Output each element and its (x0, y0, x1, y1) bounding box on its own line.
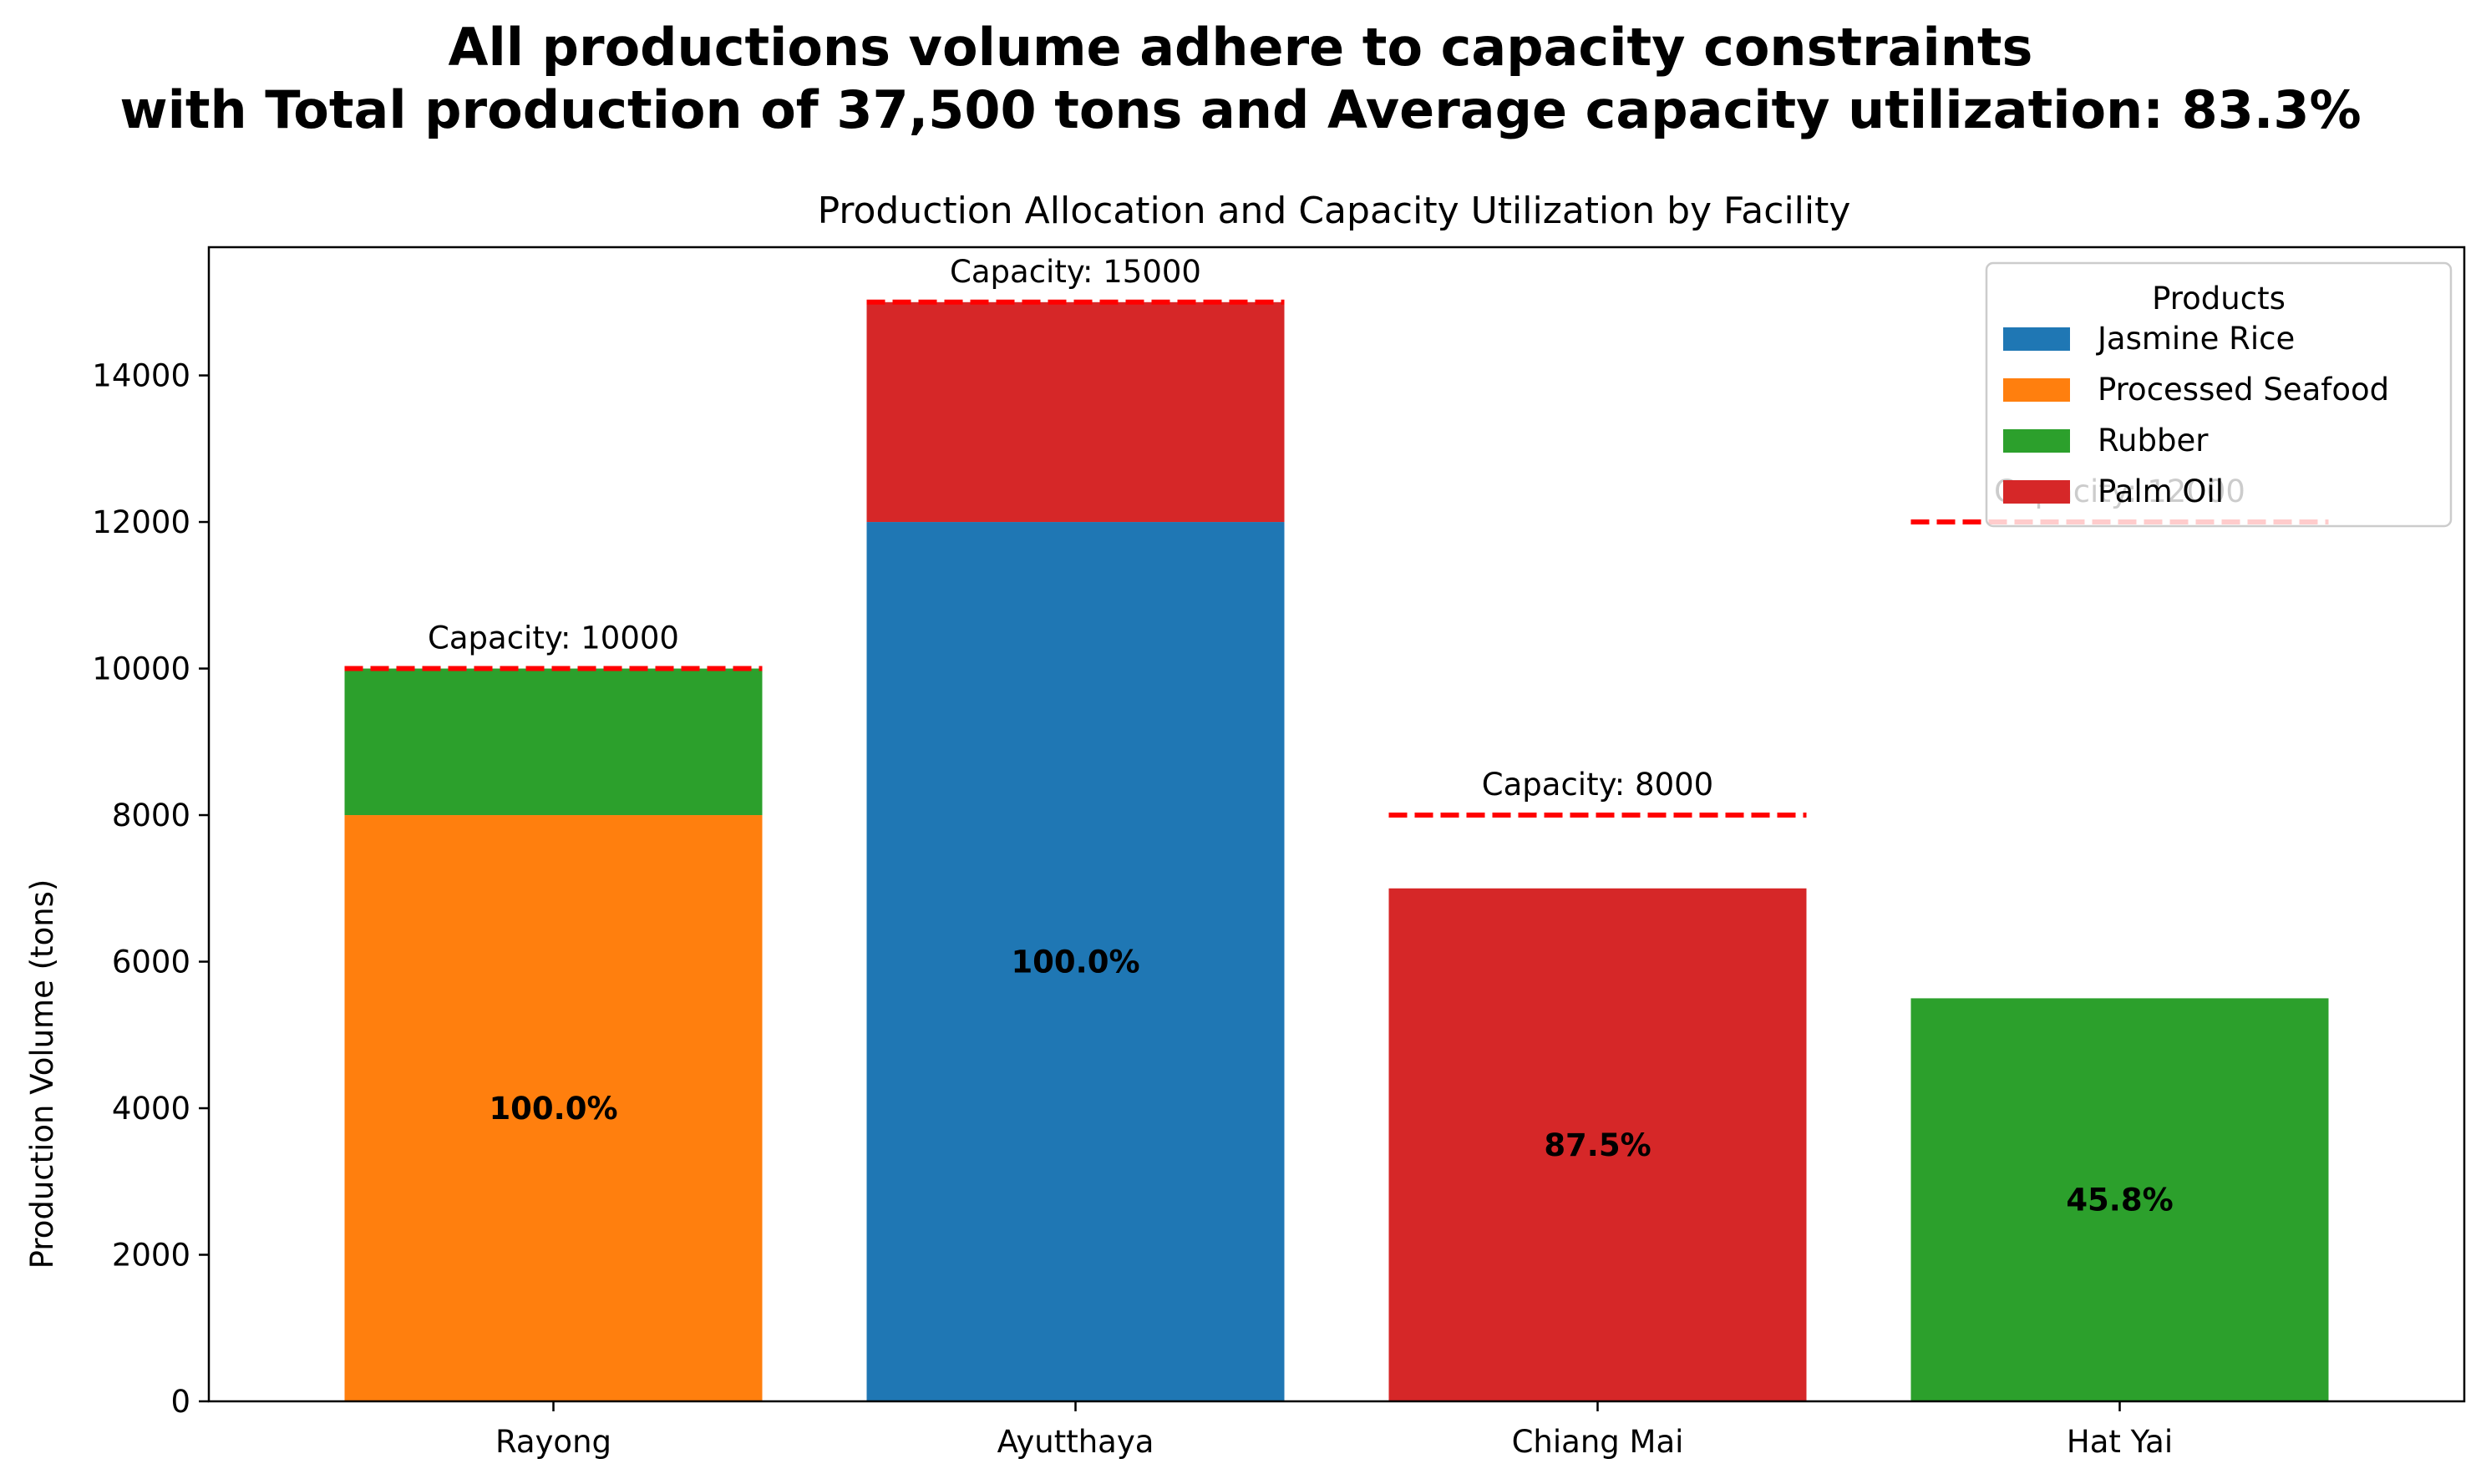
legend-label-jasmine-rice: Jasmine Rice (2096, 321, 2295, 357)
legend-label-processed-seafood: Processed Seafood (2098, 372, 2389, 408)
utilization-label-chiang-mai: 87.5% (1544, 1127, 1651, 1163)
y-tick-label: 4000 (112, 1091, 190, 1127)
y-tick-label: 0 (170, 1384, 190, 1420)
legend-label-rubber: Rubber (2098, 423, 2209, 458)
bar-segment-rayong-processed-seafood (344, 815, 763, 1401)
y-tick-label: 10000 (92, 651, 190, 687)
bar-segment-ayutthaya-jasmine-rice (866, 522, 1285, 1401)
y-tick-label: 14000 (92, 358, 190, 394)
x-tick-label: Hat Yai (2067, 1424, 2173, 1460)
bar-segment-rayong-rubber (344, 668, 763, 816)
plot-area: Capacity: 10000 Capacity: 15000 Capacity: … (344, 254, 2329, 1401)
capacity-label-rayong: Capacity: 10000 (428, 620, 679, 656)
chart-title: Production Allocation and Capacity Utili… (818, 190, 1851, 232)
axes-frame (207, 246, 2466, 1403)
legend-label-palm-oil: Palm Oil (2098, 474, 2224, 509)
bar-segment-hat-yai-rubber (1910, 998, 2329, 1401)
legend-swatch-rubber (2003, 429, 2070, 453)
y-tick-label: 8000 (112, 798, 190, 833)
y-tick-label: 2000 (112, 1238, 190, 1274)
chart-suptitle-line1: All productions volume adhere to capacit… (449, 17, 2033, 78)
x-tick-label: Chiang Mai (1512, 1424, 1684, 1460)
axes: 0 2000 4000 6000 8000 10000 12000 14000 Rayong Ay… (92, 246, 2466, 1460)
legend: Products Jasmine Rice Processed Seafood Rub… (1985, 261, 2453, 528)
x-tick-label: Rayong (495, 1424, 611, 1460)
legend-swatch-jasmine-rice (2003, 327, 2070, 351)
capacity-label-chiang-mai: Capacity: 8000 (1482, 767, 1713, 803)
bar-segment-ayutthaya-palm-oil (866, 301, 1285, 523)
legend-title: Products (2152, 281, 2286, 317)
chart-suptitle-line2: with Total production of 37,500 tons and… (119, 79, 2361, 140)
utilization-label-ayutthaya: 100.0% (1011, 945, 1139, 980)
utilization-label-rayong: 100.0% (489, 1091, 617, 1127)
y-tick-label: 6000 (112, 945, 190, 980)
capacity-label-ayutthaya: Capacity: 15000 (950, 254, 1201, 290)
bar-segment-chiang-mai-palm-oil (1388, 888, 1807, 1401)
legend-box (1985, 261, 2453, 528)
legend-swatch-processed-seafood (2003, 378, 2070, 402)
y-axis-label: Production Volume (tons) (24, 879, 60, 1269)
legend-swatch-palm-oil (2003, 480, 2070, 504)
x-tick-label: Ayutthaya (997, 1424, 1154, 1460)
y-tick-label: 12000 (92, 504, 190, 540)
utilization-label-hat-yai: 45.8% (2066, 1183, 2173, 1218)
